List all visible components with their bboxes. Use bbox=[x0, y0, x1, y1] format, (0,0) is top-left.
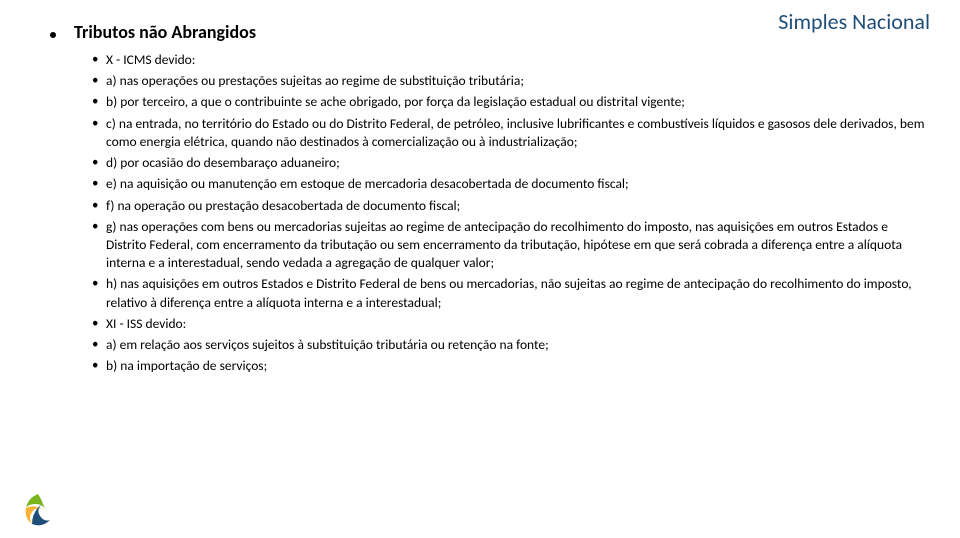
list-item: a) em relação aos serviços sujeitos à su… bbox=[92, 336, 930, 354]
items-list: X - ICMS devido: a) nas operações ou pre… bbox=[50, 51, 930, 376]
list-item: b) na importação de serviços; bbox=[92, 357, 930, 375]
list-item: e) na aquisição ou manutenção em estoque… bbox=[92, 175, 930, 193]
list-item: X - ICMS devido: bbox=[92, 51, 930, 69]
list-item: g) nas operações com bens ou mercadorias… bbox=[92, 218, 930, 273]
list-item: f) na operação ou prestação desacobertad… bbox=[92, 197, 930, 215]
simples-nacional-logo-icon bbox=[18, 490, 58, 530]
page-title: Tributos não Abrangidos bbox=[74, 21, 256, 43]
list-item: c) na entrada, no território do Estado o… bbox=[92, 115, 930, 151]
list-item: d) por ocasião do desembaraço aduaneiro; bbox=[92, 154, 930, 172]
title-bullet-icon bbox=[50, 32, 56, 38]
brand-title: Simples Nacional bbox=[778, 8, 930, 35]
list-item: b) por terceiro, a que o contribuinte se… bbox=[92, 93, 930, 111]
content-area: Tributos não Abrangidos X - ICMS devido:… bbox=[0, 0, 960, 389]
list-item: h) nas aquisições em outros Estados e Di… bbox=[92, 275, 930, 311]
list-item: XI - ISS devido: bbox=[92, 315, 930, 333]
list-item: a) nas operações ou prestações sujeitas … bbox=[92, 72, 930, 90]
